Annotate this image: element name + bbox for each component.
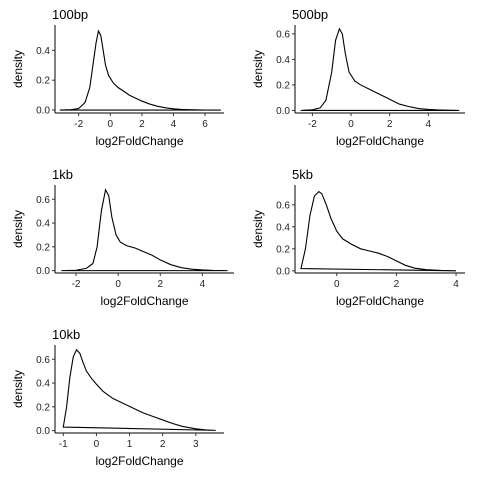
y-tick-label: 0.6 — [276, 29, 290, 40]
x-tick-label: 0 — [334, 279, 340, 290]
x-tick-label: 2 — [160, 439, 166, 450]
x-tick-label: 4 — [426, 119, 432, 130]
y-tick-label: 0.4 — [36, 46, 50, 57]
x-tick-label: 2 — [158, 279, 164, 290]
y-tick-label: 0.2 — [36, 402, 50, 413]
x-tick-label: -2 — [308, 119, 317, 130]
x-tick-label: 2 — [139, 119, 145, 130]
y-axis-title: density — [11, 210, 25, 248]
panel-10kb: 10kb 0.0 0.2 0.4 0.6 -1 0 1 2 3 log2FoldChange dens… — [11, 327, 224, 468]
panel-title: 1kb — [52, 167, 73, 182]
panel-5kb: 5kb 0.0 0.2 0.4 0.6 0 2 4 log2FoldChange density — [251, 167, 465, 308]
x-tick-label: 1 — [127, 439, 133, 450]
x-tick-label: -2 — [72, 279, 81, 290]
y-tick-label: 0.4 — [36, 379, 50, 390]
x-tick-label: 2 — [394, 279, 400, 290]
x-axis-title: log2FoldChange — [100, 294, 188, 308]
y-axis-title: density — [11, 370, 25, 408]
panel-100bp: 100bp 0.0 0.2 0.4 -2 0 2 4 6 log2FoldChange densit… — [11, 7, 224, 148]
panel-title: 500bp — [292, 7, 328, 22]
x-tick-label: 4 — [453, 279, 459, 290]
panel-title: 10kb — [52, 327, 80, 342]
x-tick-label: -1 — [59, 439, 68, 450]
y-tick-label: 0.0 — [276, 106, 290, 117]
y-tick-label: 0.0 — [276, 266, 290, 277]
y-tick-label: 0.2 — [36, 242, 50, 253]
x-tick-label: 3 — [193, 439, 199, 450]
density-curve — [300, 27, 460, 111]
y-axis-title: density — [11, 50, 25, 88]
y-tick-label: 0.4 — [276, 55, 290, 66]
y-tick-label: 0.2 — [276, 80, 290, 91]
x-tick-label: 0 — [348, 119, 354, 130]
y-tick-label: 0.6 — [276, 200, 290, 211]
y-tick-label: 0.0 — [36, 426, 50, 437]
panel-title: 100bp — [52, 7, 88, 22]
y-tick-label: 0.6 — [36, 195, 50, 206]
x-tick-label: -2 — [74, 119, 83, 130]
x-tick-label: 6 — [202, 119, 208, 130]
density-curve — [61, 188, 228, 272]
x-axis-title: log2FoldChange — [336, 134, 424, 148]
x-axis-title: log2FoldChange — [95, 134, 183, 148]
x-tick-label: 0 — [94, 439, 100, 450]
y-tick-label: 0.4 — [36, 219, 50, 230]
panel-title: 5kb — [292, 167, 313, 182]
x-tick-label: 4 — [200, 279, 206, 290]
x-tick-label: 0 — [107, 119, 113, 130]
y-tick-label: 0.6 — [36, 355, 50, 366]
panel-1kb: 1kb 0.0 0.2 0.4 0.6 -2 0 2 4 log2FoldChange densit… — [11, 167, 234, 308]
y-tick-label: 0.0 — [36, 266, 50, 277]
y-tick-label: 0.4 — [276, 222, 290, 233]
y-tick-label: 0.2 — [276, 244, 290, 255]
x-axis-title: log2FoldChange — [336, 294, 424, 308]
density-curve — [59, 29, 221, 111]
y-axis-title: density — [251, 50, 265, 88]
density-curve — [300, 190, 457, 272]
density-curve — [62, 348, 216, 431]
y-tick-label: 0.0 — [36, 106, 50, 117]
y-tick-label: 0.2 — [36, 76, 50, 87]
x-tick-label: 2 — [387, 119, 393, 130]
x-tick-label: 4 — [171, 119, 177, 130]
x-tick-label: 0 — [115, 279, 121, 290]
y-axis-title: density — [251, 210, 265, 248]
x-axis-title: log2FoldChange — [95, 454, 183, 468]
